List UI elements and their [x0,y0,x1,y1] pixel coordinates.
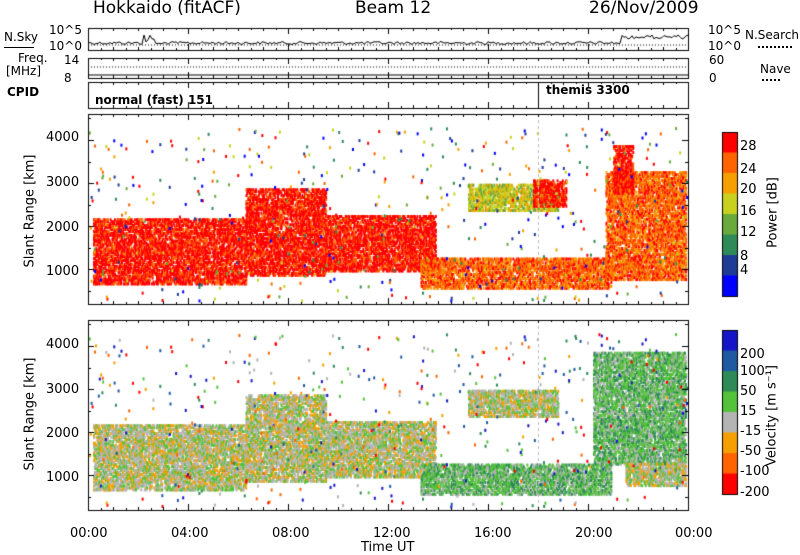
cpid-segment-themis: themis 3300 [546,83,630,97]
noise-tick-right-bottom: 10^0 [708,39,741,53]
power-cbar-tick-12: 12 [740,225,757,240]
power-cbar-label: Power [dB] [765,177,781,248]
freq-tick-top: 14 [64,53,80,67]
velocity-cbar-tick-m50: -50 [740,444,762,459]
velocity-y-tick-1000: 1000 [46,470,80,485]
date-title: 26/Nov/2009 [589,0,699,18]
x-tick-2400: 00:00 [675,526,713,541]
nsearch-legend-line [758,46,792,48]
nave-label: Nave [760,62,791,76]
velocity-cbar-tick-m200: -200 [740,485,770,500]
power-cbar-tick-24: 24 [740,162,757,177]
nave-tick-top: 60 [709,53,725,67]
velocity-cbar-tick-100: 100 [740,364,765,379]
velocity-y-axis-label: Slant Range [km] [22,357,38,471]
velocity-cbar-tick-m15: -15 [740,424,762,439]
power-cbar-tick-16: 16 [740,204,757,219]
velocity-cbar-label: Velocity [m s⁻¹] [764,365,780,466]
velocity-y-tick-3000: 3000 [46,382,80,397]
nsearch-label: N.Search [745,28,800,42]
power-y-tick-1000: 1000 [46,264,80,279]
power-y-tick-2000: 2000 [46,220,80,235]
nave-tick-bottom: 0 [709,71,717,85]
power-cbar-tick-8: 8 [740,249,749,264]
x-tick-0400: 04:00 [171,526,209,541]
power-cbar-tick-28: 28 [740,139,757,154]
x-tick-2000: 20:00 [575,526,613,541]
power-cbar-tick-4: 4 [740,263,749,278]
velocity-y-tick-4000: 4000 [46,337,80,352]
freq-label: Freq. [18,51,48,65]
velocity-cbar-tick-m100: -100 [740,464,770,479]
power-y-axis-label: Slant Range [km] [22,154,38,268]
nsky-label: N.Sky [4,30,39,44]
nsky-legend-line [4,47,34,48]
station-title: Hokkaido (fitACF) [93,0,241,18]
freq-tick-bottom: 8 [64,71,72,85]
x-tick-0000: 00:00 [70,526,108,541]
velocity-cbar-tick-200: 200 [740,347,765,362]
noise-tick-left-top: 10^5 [49,23,82,37]
x-tick-0800: 08:00 [272,526,310,541]
power-y-tick-4000: 4000 [46,130,80,145]
beam-title: Beam 12 [355,0,432,18]
nave-legend-line [762,79,780,81]
freq-unit-label: [MHz] [6,64,42,78]
noise-tick-left-bottom: 10^0 [49,39,82,53]
cpid-segment-normal: normal (fast) 151 [95,93,213,107]
velocity-cbar-tick-50: 50 [740,384,757,399]
velocity-cbar-tick-15: 15 [740,404,757,419]
x-axis-label: Time UT [361,540,415,555]
power-cbar-tick-20: 20 [740,182,757,197]
noise-tick-right-top: 10^5 [708,23,741,37]
cpid-label: CPID [7,85,40,99]
x-tick-1200: 12:00 [373,526,411,541]
x-tick-1600: 16:00 [474,526,512,541]
velocity-y-tick-2000: 2000 [46,426,80,441]
power-y-tick-3000: 3000 [46,175,80,190]
